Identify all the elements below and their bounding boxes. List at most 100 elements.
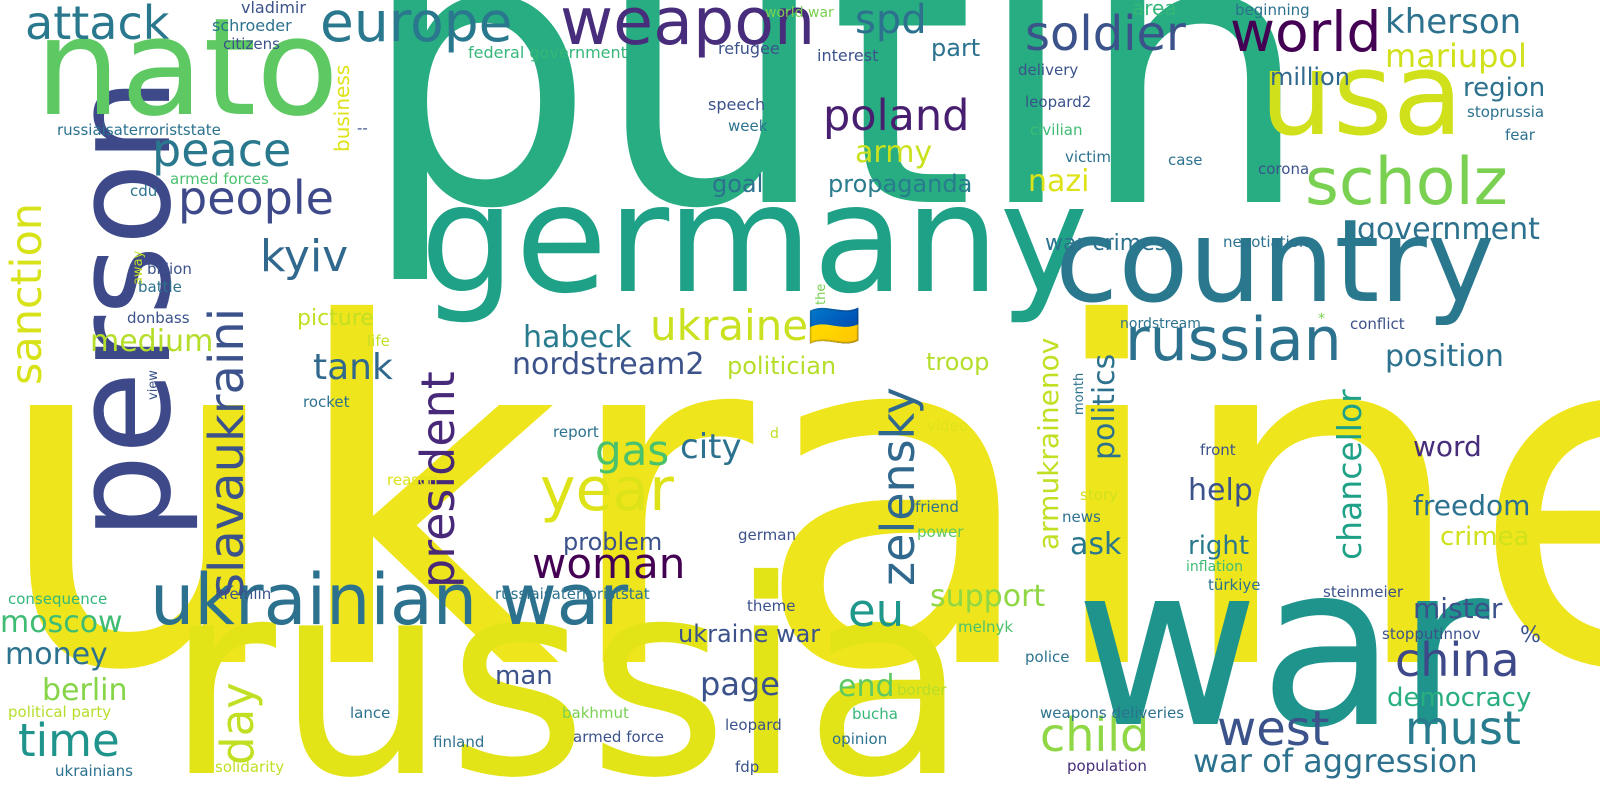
cloud-word: sanction — [2, 202, 52, 385]
cloud-word: solidarity — [215, 758, 285, 776]
cloud-word: d — [770, 426, 779, 442]
cloud-word: finland — [433, 733, 485, 751]
cloud-word: beginning — [1235, 1, 1310, 19]
cloud-word: federal government — [468, 43, 627, 62]
cloud-word: german — [738, 526, 796, 544]
cloud-word: people — [178, 171, 334, 225]
cloud-word: front — [1200, 441, 1236, 459]
cloud-word: year — [540, 455, 674, 525]
cloud-word: nato — [35, 0, 339, 146]
cloud-word: day — [211, 682, 264, 765]
cloud-word: nazi — [1028, 164, 1090, 199]
cloud-word: politics — [1087, 353, 1122, 460]
cloud-word: donbass — [127, 309, 190, 327]
cloud-word: kherson — [1385, 2, 1522, 42]
cloud-word: conflict — [1350, 315, 1405, 333]
cloud-word: billion — [147, 260, 192, 278]
cloud-word: population — [1067, 757, 1147, 775]
cloud-word: army — [855, 135, 933, 170]
cloud-word: mariupol — [1385, 37, 1527, 75]
cloud-word: speech — [708, 95, 766, 114]
cloud-word: kremlin — [215, 585, 272, 603]
cloud-word: leopard — [725, 716, 782, 734]
cloud-word: business — [330, 64, 354, 152]
cloud-word: troop — [926, 348, 990, 376]
cloud-word: civilian — [1030, 121, 1083, 139]
cloud-word: time — [18, 714, 120, 767]
cloud-word: end — [838, 669, 895, 704]
cloud-word: armed force — [573, 728, 664, 746]
cloud-word: help — [1188, 473, 1253, 508]
cloud-word: the — [814, 283, 829, 305]
cloud-word: rocket — [303, 393, 350, 411]
cloud-word: support — [930, 579, 1046, 614]
cloud-word: kyiv — [260, 231, 349, 282]
cloud-word: battle — [138, 278, 182, 296]
cloud-word: right — [1188, 531, 1250, 561]
cloud-word: corona — [1258, 160, 1310, 178]
cloud-word: fear — [1505, 126, 1535, 144]
cloud-word: armed forces — [170, 170, 269, 188]
cloud-word: gas — [595, 426, 670, 475]
cloud-word: must — [1405, 701, 1521, 755]
cloud-word: germany — [420, 153, 1089, 327]
cloud-word: steinmeier — [1323, 583, 1404, 601]
cloud-word: freedom — [1413, 489, 1531, 522]
cloud-word: word — [1413, 430, 1482, 463]
cloud-word: theme — [747, 597, 796, 615]
cloud-word: nordstream — [1120, 316, 1201, 332]
cloud-word: negotiation — [1223, 233, 1309, 251]
cloud-word: refugee — [718, 39, 780, 58]
cloud-word: politician — [727, 352, 837, 380]
cloud-word: country — [1055, 195, 1495, 329]
cloud-word: scholz — [1305, 145, 1508, 220]
cloud-word: woman — [532, 539, 686, 588]
cloud-word: money — [5, 637, 108, 672]
cloud-word: weapon — [560, 0, 816, 60]
cloud-word: -- — [357, 119, 368, 137]
cloud-word: part — [931, 34, 981, 62]
cloud-word: weapons deliveries — [1040, 704, 1185, 722]
cloud-word: nordstream2 — [512, 347, 705, 382]
cloud-word: crimea — [1440, 522, 1530, 552]
cloud-word: border — [897, 681, 947, 699]
cloud-word: % — [1520, 623, 1541, 648]
cloud-word: political party — [8, 703, 112, 721]
cloud-word: zelensky — [871, 387, 925, 586]
cloud-word: russia — [165, 522, 969, 800]
cloud-word: world war — [765, 5, 834, 21]
cloud-word: month — [1072, 372, 1087, 415]
cloud-word: war — [1075, 516, 1490, 778]
cloud-word: child — [1040, 708, 1150, 762]
cloud-word: ukraine🇺🇦 — [650, 301, 861, 350]
cloud-word: democracy — [1387, 683, 1532, 713]
cloud-word: picture — [297, 306, 374, 331]
cloud-word: citizens — [223, 35, 280, 53]
cloud-word: bucha — [852, 705, 898, 723]
cloud-word: video — [927, 417, 968, 435]
cloud-word: case — [1168, 151, 1203, 169]
cloud-word: week — [728, 117, 768, 135]
cloud-word: moscow — [0, 605, 123, 640]
cloud-word: putin — [360, 0, 1312, 290]
cloud-word: news — [1062, 508, 1101, 526]
cloud-word: war crimes — [1045, 231, 1167, 256]
cloud-word: ukrainian war — [150, 559, 629, 641]
cloud-word: attack — [25, 0, 170, 50]
cloud-word: region — [1463, 73, 1546, 103]
cloud-word: story — [1080, 486, 1118, 504]
cloud-word: propaganda — [828, 170, 973, 198]
cloud-word: türkiye — [1208, 576, 1261, 594]
cloud-word: goal — [712, 170, 764, 198]
cloud-word: victim — [1065, 148, 1111, 166]
cloud-word: europe — [320, 0, 513, 54]
cloud-word: page — [700, 665, 780, 703]
cloud-word: stoprussia — [1467, 103, 1545, 121]
cloud-word: government — [1357, 212, 1540, 247]
cloud-word: ask — [1070, 527, 1122, 562]
cloud-word: spd — [855, 0, 927, 43]
cloud-word: lance — [350, 704, 391, 722]
cloud-word: vladimir — [241, 0, 306, 17]
cloud-word: city — [680, 427, 742, 467]
